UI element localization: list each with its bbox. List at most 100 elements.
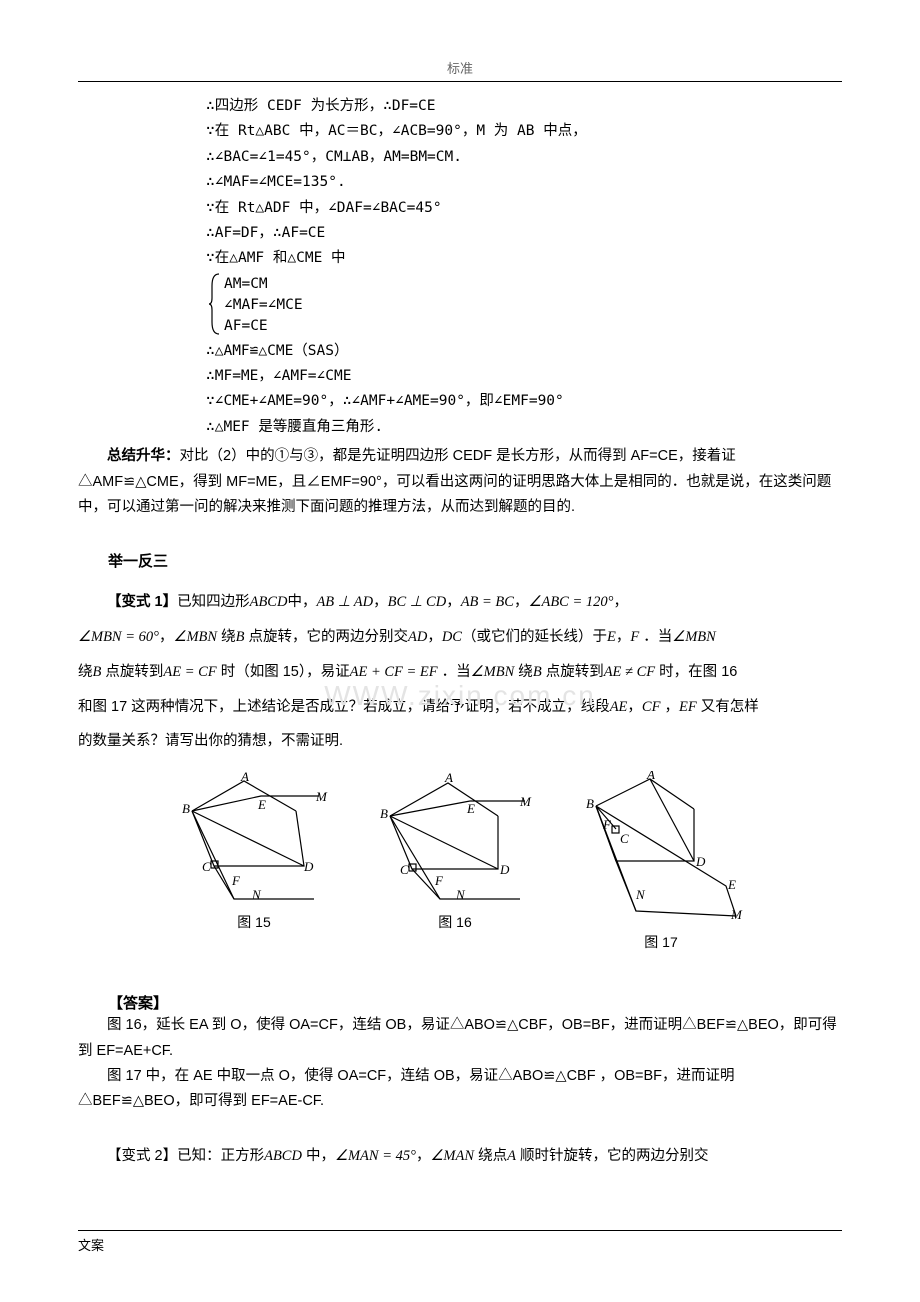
fig-caption: 图 17 (576, 932, 746, 952)
svg-text:D: D (499, 862, 510, 877)
svg-text:M: M (315, 789, 328, 804)
fig-caption: 图 16 (370, 912, 540, 932)
proof-line: ∴四边形 CEDF 为长方形，∴DF=CE (206, 94, 842, 119)
brace-group: AM=CM ∠MAF=∠MCE AF=CE (206, 274, 842, 337)
svg-text:F: F (434, 873, 444, 888)
f: ∠MBN = 60° (78, 629, 159, 645)
figure-15: A B E M C D F N 图 15 (174, 771, 334, 952)
t: ， (627, 699, 642, 715)
t: ， (373, 594, 388, 610)
proof-line: ∴MF=ME，∠AMF=∠CME (206, 364, 842, 389)
proof-line: ∵在 Rt△ABC 中，AC＝BC，∠ACB=90°，M 为 AB 中点， (206, 119, 842, 144)
f: E (607, 629, 616, 645)
f: AE ≠ CF (604, 664, 655, 680)
t: ， (616, 629, 631, 645)
svg-text:B: B (586, 796, 594, 811)
svg-text:C: C (202, 859, 211, 874)
svg-text:B: B (182, 801, 190, 816)
svg-text:F: F (231, 873, 241, 888)
t: 绕 (217, 629, 236, 645)
t: 顺时针旋转，它的两边分别交 (516, 1148, 709, 1164)
fig-caption: 图 15 (174, 912, 334, 932)
t: 点旋转到 (101, 664, 163, 680)
f: ABCD (264, 1148, 302, 1164)
proof-line: ∴△AMF≌△CME（SAS） (206, 339, 842, 364)
svg-text:D: D (695, 854, 706, 869)
svg-text:N: N (635, 887, 646, 902)
proof-line: ∵在△AMF 和△CME 中 (206, 246, 842, 271)
t: 中， (287, 594, 316, 610)
t: ， (446, 594, 461, 610)
t: 时，在图 16 (655, 664, 737, 680)
proof-line: ∴AF=DF，∴AF=CE (206, 221, 842, 246)
t: 绕 (514, 664, 533, 680)
page: 标准 ∴四边形 CEDF 为长方形，∴DF=CE ∵在 Rt△ABC 中，AC＝… (0, 0, 920, 1174)
t: 时（如图 15），易证 (217, 664, 350, 680)
t: 已知四边形 (177, 594, 250, 610)
svg-text:N: N (455, 887, 466, 901)
header-label: 标准 (78, 58, 842, 77)
svg-text:A: A (240, 771, 249, 784)
t: 绕点 (474, 1148, 507, 1164)
svg-text:M: M (730, 907, 743, 921)
proof-line: ∵∠CME+∠AME=90°，∴∠AMF+∠AME=90°，即∠EMF=90° (206, 389, 842, 414)
header-rule (78, 81, 842, 82)
answer-title: 【答案】 (78, 992, 842, 1013)
f: B (533, 664, 542, 680)
f: AE + CF = EF (350, 664, 438, 680)
summary: 总结升华：对比（2）中的①与③，都是先证明四边形 CEDF 是长方形，从而得到 … (78, 444, 842, 520)
f: AB ⊥ AD (316, 594, 373, 610)
proof-line: ∴△MEF 是等腰直角三角形. (206, 415, 842, 440)
svg-text:E: E (257, 797, 266, 812)
svg-text:B: B (380, 806, 388, 821)
f: BC ⊥ CD (388, 594, 447, 610)
f: AE (610, 699, 628, 715)
svg-text:D: D (303, 859, 314, 874)
svg-text:C: C (400, 862, 409, 877)
t: ， (613, 594, 628, 610)
f: ∠ABC = 120° (528, 594, 613, 610)
t: ， (514, 594, 529, 610)
f: ∠MAN (430, 1148, 474, 1164)
svg-text:A: A (444, 771, 453, 785)
footer-label: 文案 (78, 1238, 104, 1253)
variant2-label: 【变式 2】 (107, 1148, 177, 1164)
t: 和图 17 这两种情况下，上述结论是否成立？若成立，请给予证明；若不成立，线段 (78, 699, 610, 715)
figure-16: A B E M C D F N 图 16 (370, 771, 540, 952)
svg-text:C: C (620, 831, 629, 846)
t: （或它们的延长线）于 (462, 629, 607, 645)
summary-body: 对比（2）中的①与③，都是先证明四边形 CEDF 是长方形，从而得到 AF=CE… (78, 448, 831, 515)
footer-rule (78, 1230, 842, 1231)
t: 中， (302, 1148, 335, 1164)
f: ABCD (250, 594, 288, 610)
f: AD (408, 629, 427, 645)
t: 已知：正方形 (177, 1148, 264, 1164)
f: EF (679, 699, 697, 715)
figure-17: A B F C D N E M 图 17 (576, 771, 746, 952)
t: ．当 (438, 664, 471, 680)
proof-line: ∵在 Rt△ADF 中，∠DAF=∠BAC=45° (206, 196, 842, 221)
answer-p2: 图 17 中，在 AE 中取一点 O，使得 OA=CF，连结 OB，易证△ABO… (78, 1064, 842, 1115)
f: F (630, 629, 639, 645)
t: ．当 (639, 629, 672, 645)
svg-text:F: F (602, 817, 612, 832)
proof-block: ∴四边形 CEDF 为长方形，∴DF=CE ∵在 Rt△ABC 中，AC＝BC，… (78, 94, 842, 440)
brace-line: AM=CM (224, 274, 842, 295)
variant-1: 【变式 1】已知四边形ABCD中，AB ⊥ AD，BC ⊥ CD，AB = BC… (78, 585, 842, 759)
t: 点旋转，它的两边分别交 (244, 629, 408, 645)
t: 的数量关系？请写出你的猜想，不需证明. (78, 733, 343, 749)
f: AE = CF (163, 664, 216, 680)
t: 点旋转到 (542, 664, 604, 680)
f: ∠MBN (471, 664, 515, 680)
f: ∠MBN (173, 629, 217, 645)
f: DC (442, 629, 462, 645)
f: ∠MBN (672, 629, 716, 645)
f: ∠MAN = 45° (335, 1148, 416, 1164)
brace-line: AF=CE (224, 316, 842, 337)
f: A (507, 1148, 516, 1164)
svg-text:N: N (251, 887, 262, 901)
brace-icon (208, 272, 222, 336)
fig16-svg: A B E M C D F N (370, 771, 540, 901)
t: ， (427, 629, 442, 645)
f: AB = BC (461, 594, 514, 610)
